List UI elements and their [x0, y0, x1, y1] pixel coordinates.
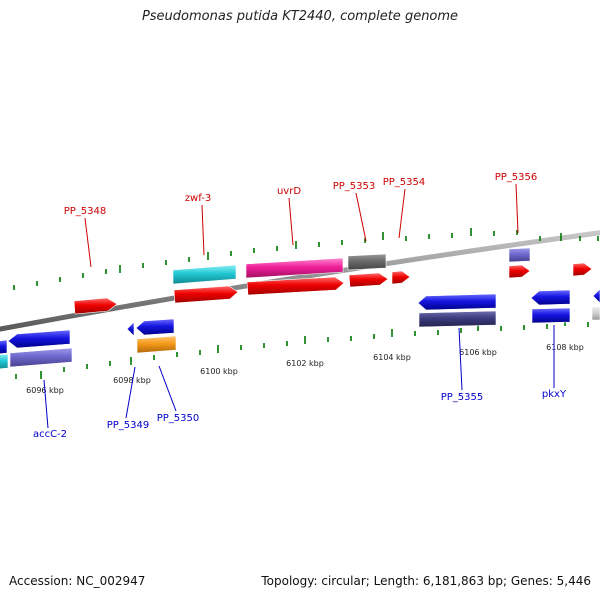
- inner-tick-track: [15, 318, 589, 379]
- gene-arrow[interactable]: [508, 247, 531, 263]
- gene-arrow[interactable]: [173, 285, 239, 304]
- outer-tick-track: [13, 228, 599, 290]
- gene-arrow[interactable]: [245, 257, 344, 279]
- scale-label-6102: 6102 kbp: [286, 359, 324, 368]
- gene-label-pp5349[interactable]: PP_5349: [107, 420, 150, 431]
- topology-text: Topology: circular; Length: 6,181,863 bp…: [261, 574, 591, 588]
- scale-label-6106: 6106 kbp: [459, 348, 497, 357]
- feature-row-outer-lower: [73, 262, 593, 315]
- map-title: Pseudomonas putida KT2440, complete geno…: [141, 9, 459, 24]
- accession-text: Accession: NC_002947: [9, 574, 146, 588]
- gene-arrow[interactable]: [0, 353, 9, 370]
- gene-arrow[interactable]: [136, 335, 177, 354]
- gene-arrow[interactable]: [9, 347, 73, 368]
- gene-labels-bottom: accC-2 PP_5349 PP_5350 PP_5355 pkxY: [33, 389, 567, 440]
- gene-arrow[interactable]: [246, 276, 345, 296]
- leader-lines: [43, 183, 555, 429]
- gene-label-zwf3[interactable]: zwf-3: [185, 193, 211, 204]
- scale-label-6104: 6104 kbp: [373, 353, 411, 362]
- gene-label-accc2[interactable]: accC-2: [33, 429, 67, 440]
- genome-backbone: [0, 230, 600, 332]
- gene-label-uvrd[interactable]: uvrD: [277, 186, 301, 197]
- feature-row-outer-upper: [172, 247, 531, 285]
- gene-label-pkxy[interactable]: pkxY: [542, 389, 567, 400]
- gene-arrow[interactable]: [348, 272, 389, 288]
- gene-label-pp5354[interactable]: PP_5354: [383, 177, 426, 188]
- feature-row-inner-upper: [0, 288, 600, 355]
- gene-label-pp5356[interactable]: PP_5356: [495, 172, 538, 183]
- scale-label-6108: 6108 kbp: [546, 343, 584, 352]
- gene-arrow[interactable]: [391, 270, 411, 285]
- gene-arrow[interactable]: [172, 264, 237, 285]
- gene-arrow[interactable]: [135, 318, 175, 336]
- gene-label-pp5350[interactable]: PP_5350: [157, 413, 200, 424]
- gene-arrow[interactable]: [418, 310, 497, 328]
- gene-arrow[interactable]: [7, 329, 71, 349]
- gene-label-pp5353[interactable]: PP_5353: [333, 181, 376, 192]
- gene-label-pp5348[interactable]: PP_5348: [64, 206, 107, 217]
- scale-label-6098: 6098 kbp: [113, 376, 151, 385]
- gene-arrow[interactable]: [591, 306, 600, 321]
- gene-arrow[interactable]: [126, 321, 135, 337]
- gene-arrow[interactable]: [531, 307, 571, 324]
- gene-labels-top: PP_5348 zwf-3 uvrD PP_5353 PP_5354 PP_53…: [64, 172, 538, 217]
- gene-arrow[interactable]: [417, 293, 497, 311]
- feature-row-inner-lower: [0, 306, 600, 370]
- gene-arrow[interactable]: [508, 264, 531, 279]
- gene-arrow[interactable]: [0, 339, 8, 355]
- gene-label-pp5355[interactable]: PP_5355: [441, 392, 484, 403]
- gene-arrow[interactable]: [530, 289, 571, 306]
- gene-arrow[interactable]: [592, 288, 600, 304]
- scale-label-6100: 6100 kbp: [200, 367, 238, 376]
- gene-arrow[interactable]: [347, 253, 387, 271]
- scale-labels: 6096 kbp 6098 kbp 6100 kbp 6102 kbp 6104…: [26, 343, 584, 395]
- gene-arrow[interactable]: [73, 297, 118, 315]
- gene-arrow[interactable]: [572, 262, 593, 277]
